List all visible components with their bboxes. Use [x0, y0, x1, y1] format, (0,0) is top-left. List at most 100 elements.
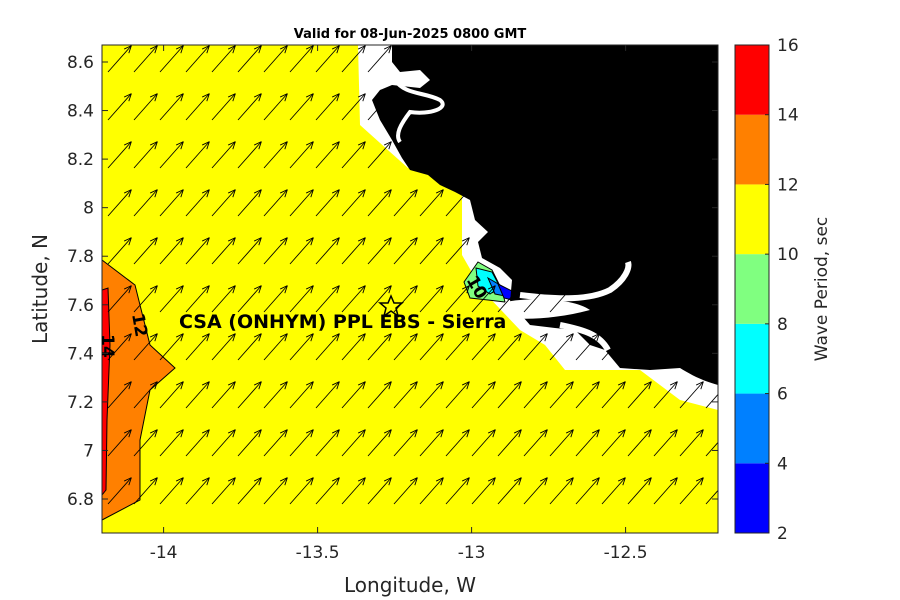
- wave-arrow-head: [149, 189, 158, 194]
- wave-arrow-head: [128, 429, 132, 438]
- wave-arrow-head: [331, 333, 340, 338]
- wave-arrow: [107, 333, 132, 361]
- wave-arrow-head: [383, 237, 392, 242]
- wave-arrow-head: [643, 429, 652, 434]
- wave-arrow-head: [310, 333, 314, 342]
- wave-arrow: [237, 189, 262, 217]
- wave-arrow-head: [388, 381, 392, 390]
- colorbar-frame: [734, 44, 770, 534]
- wave-arrow: [445, 237, 470, 265]
- wave-arrow: [679, 333, 704, 361]
- wave-arrow-head: [518, 333, 522, 342]
- wave-arrow-head: [227, 189, 236, 194]
- wave-arrow-head: [206, 429, 210, 438]
- wave-arrow: [497, 333, 522, 361]
- wave-arrow-head: [388, 189, 392, 198]
- wave-arrow-head: [154, 285, 158, 294]
- wave-arrow-head: [154, 381, 158, 390]
- wave-arrow-head: [180, 333, 184, 342]
- wave-arrow-head: [409, 333, 418, 338]
- wave-arrow-head: [596, 333, 600, 342]
- wave-arrow-head: [518, 285, 522, 294]
- colorbar-segment: [735, 114, 769, 185]
- wave-arrow-head: [227, 141, 236, 146]
- wave-arrow-head: [206, 381, 210, 390]
- wave-arrow-head: [175, 141, 184, 146]
- wave-arrow: [653, 333, 678, 361]
- wave-arrow-head: [180, 285, 184, 294]
- river-channel: [393, 78, 445, 144]
- wave-arrow-head: [617, 429, 626, 434]
- wave-arrow-head: [232, 237, 236, 246]
- wave-arrow-head: [201, 141, 210, 146]
- wave-arrow-head: [258, 237, 262, 246]
- wave-arrow-head: [331, 237, 340, 242]
- wave-arrow-head: [722, 334, 729, 337]
- wave-arrow-head: [565, 285, 574, 290]
- wave-arrow-head: [128, 477, 132, 486]
- wave-arrow: [289, 381, 314, 409]
- wave-arrow-head: [180, 429, 184, 438]
- wave-arrow-head: [232, 477, 236, 486]
- wave-arrow-head: [539, 381, 548, 386]
- wave-arrow-head: [232, 381, 236, 390]
- wave-arrow: [419, 189, 444, 217]
- y-tick-label: 8: [83, 199, 94, 219]
- wave-arrow-head: [674, 333, 678, 342]
- wave-arrow-head: [487, 381, 496, 386]
- wave-arrow-head: [383, 429, 392, 434]
- wave-arrow: [211, 381, 236, 409]
- wave-arrow-head: [227, 45, 236, 50]
- wave-arrow-head: [227, 477, 236, 482]
- wave-arrow-head: [154, 477, 158, 486]
- wave-arrow-head: [461, 237, 470, 242]
- wave-arrow-head: [362, 189, 366, 198]
- wave-arrow-head: [622, 477, 626, 486]
- wave-arrow-head: [206, 141, 210, 150]
- wave-arrow: [107, 285, 132, 313]
- wave-arrow-head: [206, 477, 210, 486]
- wave-arrow-head: [253, 189, 262, 194]
- y-tick-label: 7.8: [67, 247, 94, 267]
- wave-arrow-head: [279, 429, 288, 434]
- wave-arrow: [471, 381, 496, 409]
- wave-arrow-head: [440, 477, 444, 486]
- wave-arrow-head: [206, 333, 210, 342]
- wave-arrow: [627, 429, 652, 457]
- wave-arrow-head: [648, 381, 652, 390]
- wave-arrow: [211, 429, 236, 457]
- wave-arrow: [159, 237, 184, 265]
- wave-arrow: [367, 237, 392, 265]
- wave-arrow-head: [565, 477, 574, 482]
- colorbar-segment: [735, 45, 769, 115]
- wave-arrow-head: [487, 333, 496, 338]
- wave-arrow: [185, 93, 210, 121]
- wave-arrow-head: [487, 477, 496, 482]
- wave-arrow: [315, 285, 340, 313]
- wave-arrow-head: [180, 237, 184, 246]
- wave-arrow-head: [149, 477, 158, 482]
- wave-arrow-head: [388, 429, 392, 438]
- wave-arrow-head: [435, 285, 444, 290]
- wave-arrow-head: [232, 93, 236, 102]
- wave-arrow: [679, 429, 704, 457]
- wave-arrow-head: [149, 237, 158, 242]
- wave-arrow-head: [123, 45, 132, 50]
- wave-arrow-head: [518, 477, 522, 486]
- wave-arrow-head: [284, 93, 288, 102]
- wave-arrow: [211, 93, 236, 121]
- colorbar-tick-label: 2: [777, 524, 788, 544]
- y-axis: 6.8 7 7.2 7.4 7.6 7.8 8 8.2 8.4 8.6 Latitude, N: [28, 53, 718, 510]
- wave-arrow-head: [123, 189, 132, 194]
- wave-arrow: [393, 189, 418, 217]
- wave-arrow-head: [175, 285, 184, 290]
- wave-arrow-head: [695, 381, 704, 386]
- wave-arrow-head: [279, 45, 288, 50]
- wave-arrow-head: [414, 477, 418, 486]
- wave-arrow: [445, 477, 470, 505]
- wave-arrow-head: [461, 381, 470, 386]
- wave-arrow-head: [570, 477, 574, 486]
- x-tick-label: -13.5: [296, 543, 340, 563]
- wave-arrow-head: [544, 381, 548, 390]
- wave-arrow-head: [414, 381, 418, 390]
